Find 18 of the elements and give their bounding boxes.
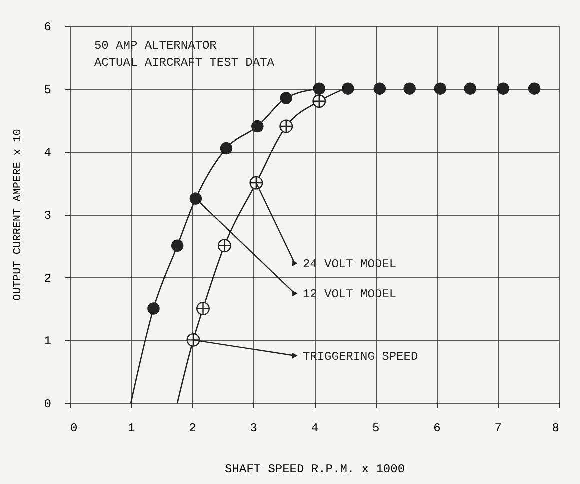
x-tick-label: 6: [434, 422, 441, 436]
y-tick-label: 5: [44, 83, 52, 98]
y-tick-label: 4: [44, 146, 52, 160]
y-tick-label: 0: [44, 398, 52, 412]
x-tick-label: 0: [70, 422, 78, 436]
y-axis-title: OUTPUT CURRENT AMPERE x 10: [12, 129, 24, 301]
x-tick-label: 1: [128, 422, 136, 436]
x-tick-label: 2: [189, 422, 196, 436]
y-tick-label: 6: [44, 20, 52, 34]
x-axis-title: SHAFT SPEED R.P.M. x 1000: [224, 462, 406, 476]
x-tick-label: 3: [250, 422, 258, 436]
x-tick-label: 7: [494, 422, 502, 436]
y-tick-label: 1: [44, 334, 52, 349]
x-tick-label: 5: [372, 422, 380, 436]
x-tick-label: 4: [311, 422, 319, 436]
y-tick-label: 2: [44, 272, 52, 286]
y-tick-label: 3: [44, 209, 52, 223]
x-tick-label: 8: [552, 422, 560, 436]
